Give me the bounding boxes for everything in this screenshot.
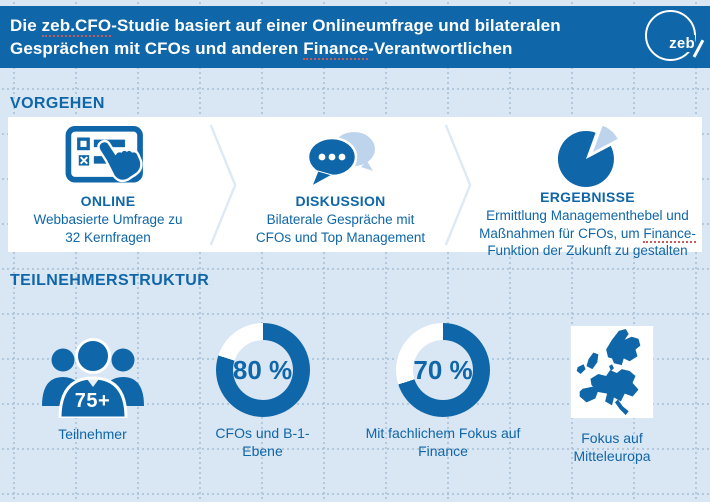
step-title-ergebnisse: ERGEBNISSE [540,189,635,205]
desc-seg: Ermittlung Managementhebel und Maßnahmen… [479,208,689,241]
pie-chart-icon [556,125,620,187]
title-seg: Die [10,16,42,35]
stat-label-teilnehmer: Teilnehmer [58,426,127,442]
step-desc-diskussion: Bilaterale Gespräche mit CFOs und Top Ma… [255,212,426,245]
page-title: Die zeb.CFO-Studie basiert auf einer Onl… [10,14,710,60]
people-group-icon: 75+ [41,330,145,420]
title-seg: -Verantwortlichen [368,39,513,58]
participants-count: 75+ [74,390,111,412]
step-desc-online: Webbasierte Umfrage zu 32 Kernfragen [33,212,183,245]
step-title-online: ONLINE [80,193,136,209]
stat-label-cfo-level: CFOs und B-1-Ebene [215,425,310,460]
chevron-separator-icon [208,117,238,252]
title-seg: Gesprächen mit CFOs und anderen [10,39,304,58]
section-title-teilnehmerstruktur: TEILNEHMERSTRUKTUR [10,272,210,289]
step-title-diskussion: DISKUSSION [295,193,386,209]
process-step-diskussion: DISKUSSION Bilaterale Gespräche mit CFOs… [238,117,443,252]
header-bar: Die zeb.CFO-Studie basiert auf einer Onl… [0,6,710,68]
survey-tablet-icon [62,125,154,191]
stat-cfo-level: 80 % CFOs und B-1-Ebene [190,323,335,460]
donut-chart-70: 70 % [396,323,490,417]
stat-label-finance-focus: Mit fachlichem Fokus auf Finance [365,425,521,460]
chevron-separator-icon [443,117,473,252]
zeb-logo-text: zeb [667,35,695,52]
hand-pointer-shape [97,139,143,183]
europe-map-icon [562,326,662,422]
donut-chart-80: 80 % [215,323,310,417]
stat-finance-focus: 70 % Mit fachlichem Fokus auf Finance [355,323,531,460]
process-step-ergebnisse: ERGEBNISSE Ermittlung Managementhebel un… [473,117,702,258]
stat-participants: 75+ Teilnehmer [10,330,175,443]
stat-label-region: Fokus auf Mitteleuropa [573,430,651,465]
zeb-logo: zeb [645,10,704,61]
desc-seg: Funktion der Zukunft zu gestalten [487,243,688,259]
process-box: ONLINE Webbasierte Umfrage zu 32 Kernfra… [8,117,702,258]
title-seg: -Studie basiert auf einer Onlineumfrage … [111,16,561,35]
title-line-2: Gesprächen mit CFOs und anderen Finance-… [10,37,710,60]
section-title-vorgehen: VORGEHEN [10,95,105,112]
donut-value-70: 70 % [413,354,473,385]
stat-region: Fokus auf Mitteleuropa [542,326,682,465]
step-desc-ergebnisse: Ermittlung Managementhebel und Maßnahmen… [475,207,701,260]
title-seg-spellcheck: zeb.CFO [41,16,112,37]
title-line-1: Die zeb.CFO-Studie basiert auf einer Onl… [10,14,710,37]
donut-value-80: 80 % [232,354,293,385]
speech-bubbles-icon [304,125,378,191]
process-step-online: ONLINE Webbasierte Umfrage zu 32 Kernfra… [8,117,208,252]
donut-hole: 70 % [413,340,473,400]
desc-seg-spellcheck: Finance- [643,225,696,243]
donut-hole: 80 % [232,340,293,400]
title-seg-spellcheck: Finance [303,39,369,60]
